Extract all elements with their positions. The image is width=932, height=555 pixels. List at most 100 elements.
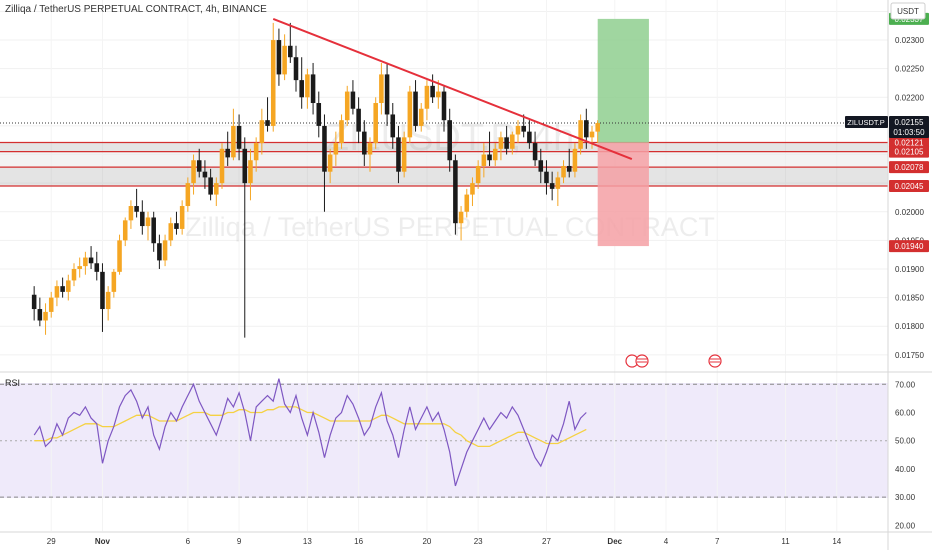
candle-body[interactable] — [458, 211, 464, 224]
candle-body[interactable] — [390, 114, 396, 138]
candle-body[interactable] — [162, 240, 168, 261]
candle-body[interactable] — [140, 211, 145, 227]
candle-body[interactable] — [595, 123, 600, 132]
candle-body[interactable] — [31, 294, 37, 310]
candle-body[interactable] — [310, 74, 316, 104]
candle-body[interactable] — [430, 85, 435, 98]
candle-body[interactable] — [242, 148, 248, 184]
candle-body[interactable] — [447, 120, 452, 161]
candle-body[interactable] — [214, 183, 219, 195]
candle-body[interactable] — [362, 131, 367, 155]
candle-body[interactable] — [566, 165, 572, 172]
candle-body[interactable] — [527, 131, 532, 144]
candle-body[interactable] — [373, 103, 378, 144]
candle-body[interactable] — [83, 257, 88, 267]
candle-body[interactable] — [424, 85, 430, 109]
candle-body[interactable] — [584, 120, 589, 138]
candle-body[interactable] — [470, 183, 475, 195]
candle-body[interactable] — [492, 148, 498, 161]
candle-body[interactable] — [174, 223, 179, 229]
candle-body[interactable] — [282, 45, 287, 75]
candle-body[interactable] — [145, 217, 151, 227]
candle-body[interactable] — [43, 311, 48, 321]
candle-body[interactable] — [436, 91, 441, 98]
candle-body[interactable] — [66, 280, 71, 292]
candle-body[interactable] — [54, 286, 60, 298]
candle-body[interactable] — [219, 148, 225, 184]
candle-body[interactable] — [481, 154, 487, 166]
candle-body[interactable] — [464, 194, 470, 212]
candle-body[interactable] — [532, 143, 538, 161]
candle-body[interactable] — [236, 125, 242, 149]
candle-body[interactable] — [589, 131, 595, 138]
candle-body[interactable] — [413, 91, 418, 126]
candle-body[interactable] — [305, 74, 310, 98]
candle-body[interactable] — [418, 108, 424, 126]
us-flag-event-icon[interactable] — [635, 354, 649, 368]
candle-body[interactable] — [384, 74, 390, 115]
candle-body[interactable] — [299, 80, 304, 98]
candle-body[interactable] — [179, 206, 185, 229]
candle-body[interactable] — [71, 268, 77, 281]
candle-body[interactable] — [208, 177, 213, 195]
stop-zone[interactable] — [597, 142, 649, 247]
candle-body[interactable] — [379, 74, 384, 104]
long-position-tool[interactable] — [597, 18, 649, 247]
target-zone[interactable] — [597, 18, 649, 143]
candle-body[interactable] — [225, 148, 230, 158]
candle-body[interactable] — [88, 257, 94, 264]
economic-event-icons[interactable] — [625, 354, 722, 368]
candle-body[interactable] — [561, 165, 566, 178]
candle-body[interactable] — [191, 160, 196, 184]
candle-body[interactable] — [111, 271, 117, 292]
candle-body[interactable] — [350, 91, 356, 109]
candle-body[interactable] — [333, 143, 339, 155]
candle-body[interactable] — [77, 266, 82, 269]
candle-body[interactable] — [555, 177, 561, 189]
candle-body[interactable] — [168, 223, 174, 241]
candle-body[interactable] — [396, 137, 401, 172]
candle-body[interactable] — [100, 271, 105, 310]
candle-body[interactable] — [572, 148, 578, 172]
candle-body[interactable] — [253, 143, 259, 161]
candle-body[interactable] — [122, 220, 128, 241]
rsi-axis[interactable]: 70.00 60.00 50.00 40.00 30.00 20.00 — [895, 380, 916, 530]
candle-body[interactable] — [316, 103, 322, 126]
candle-body[interactable] — [549, 183, 555, 189]
candle-body[interactable] — [327, 154, 333, 172]
candle-body[interactable] — [157, 243, 162, 261]
candle-body[interactable] — [538, 160, 544, 172]
candle-body[interactable] — [407, 91, 413, 138]
candle-body[interactable] — [367, 143, 373, 155]
candle-body[interactable] — [475, 165, 481, 184]
candle-body[interactable] — [128, 206, 134, 221]
candle-body[interactable] — [151, 217, 156, 244]
candle-body[interactable] — [510, 134, 515, 149]
candle-body[interactable] — [265, 120, 270, 126]
candle-body[interactable] — [276, 40, 282, 75]
candle-body[interactable] — [94, 263, 100, 272]
candle-body[interactable] — [37, 309, 43, 321]
candle-body[interactable] — [544, 171, 549, 184]
candle-body[interactable] — [270, 40, 276, 126]
candle-body[interactable] — [487, 154, 492, 161]
time-axis[interactable]: 29 Nov 6 9 13 16 20 23 27 Dec 4 7 11 14 — [47, 537, 842, 546]
candle-body[interactable] — [504, 137, 509, 149]
candle-body[interactable] — [293, 57, 299, 81]
candle-body[interactable] — [60, 286, 65, 292]
candle-body[interactable] — [441, 91, 447, 121]
candle-body[interactable] — [288, 45, 293, 58]
currency-button[interactable] — [890, 2, 926, 20]
candle-body[interactable] — [521, 125, 526, 132]
candle-body[interactable] — [322, 125, 327, 172]
candle-body[interactable] — [231, 125, 236, 158]
candle-body[interactable] — [48, 297, 54, 312]
candle-body[interactable] — [196, 160, 202, 172]
candle-body[interactable] — [117, 240, 122, 272]
candle-body[interactable] — [578, 120, 583, 149]
candle-body[interactable] — [339, 120, 344, 144]
candle-body[interactable] — [401, 137, 407, 172]
us-flag-event-icon[interactable] — [708, 354, 722, 368]
candle-body[interactable] — [344, 91, 350, 121]
candle-body[interactable] — [105, 291, 111, 310]
